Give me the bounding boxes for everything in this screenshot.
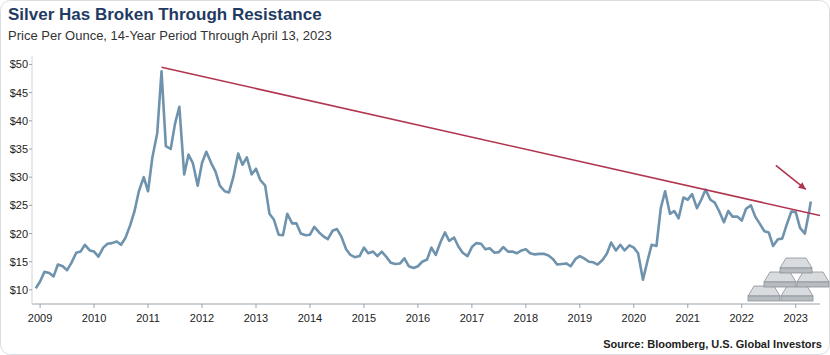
- x-tick-label: 2021: [676, 312, 700, 324]
- silver-bar-side: [780, 268, 812, 273]
- x-tick-label: 2020: [622, 312, 646, 324]
- silver-bar: [780, 258, 812, 268]
- x-tick-label: 2015: [352, 312, 376, 324]
- silver-bar-side: [797, 282, 829, 287]
- x-tick: [525, 304, 526, 308]
- silver-bar-side: [748, 296, 780, 301]
- y-tick-label: $50: [10, 58, 28, 70]
- x-tick-label: 2016: [406, 312, 430, 324]
- y-tick: [29, 261, 32, 262]
- subtitle: Price Per Ounce, 14-Year Period Through …: [8, 28, 332, 43]
- y-tick-label: $40: [10, 115, 28, 127]
- x-tick: [202, 304, 203, 308]
- silver-bar: [764, 272, 796, 282]
- x-tick: [687, 304, 688, 308]
- x-tick-label: 2023: [783, 312, 807, 324]
- y-tick: [29, 177, 32, 178]
- x-tick-label: 2022: [729, 312, 753, 324]
- x-tick-label: 2009: [28, 312, 52, 324]
- x-tick-label: 2013: [244, 312, 268, 324]
- x-tick: [255, 304, 256, 308]
- x-tick: [363, 304, 364, 308]
- y-tick-label: $20: [10, 228, 28, 240]
- source: Source: Bloomberg, U.S. Global Investors: [603, 338, 822, 350]
- x-tick-label: 2011: [136, 312, 160, 324]
- arrow-head: [798, 182, 806, 189]
- x-tick: [795, 304, 796, 308]
- y-tick: [29, 64, 32, 65]
- chart: Silver Has Broken Through Resistance Pric…: [0, 0, 830, 355]
- silver-bar-side: [781, 296, 813, 301]
- x-tick: [471, 304, 472, 308]
- resistance-line: [162, 67, 820, 215]
- y-tick-label: $45: [10, 87, 28, 99]
- card-border: [1, 1, 830, 355]
- x-tick: [741, 304, 742, 308]
- x-tick-label: 2012: [190, 312, 214, 324]
- x-tick-label: 2014: [298, 312, 322, 324]
- x-tick-label: 2010: [82, 312, 106, 324]
- y-tick-label: $25: [10, 199, 28, 211]
- x-tick: [309, 304, 310, 308]
- silver-bar: [748, 286, 780, 296]
- x-tick: [633, 304, 634, 308]
- x-tick: [40, 304, 41, 308]
- x-tick: [148, 304, 149, 308]
- price-line: [36, 71, 811, 288]
- title: Silver Has Broken Through Resistance: [8, 5, 322, 24]
- y-tick-label: $35: [10, 143, 28, 155]
- x-tick: [417, 304, 418, 308]
- x-tick-label: 2017: [460, 312, 484, 324]
- arrow-shaft: [776, 165, 806, 189]
- silver-bar: [781, 286, 813, 296]
- y-tick: [29, 149, 32, 150]
- x-tick: [579, 304, 580, 308]
- y-tick-label: $15: [10, 256, 28, 268]
- y-tick: [29, 289, 32, 290]
- y-tick: [29, 233, 32, 234]
- y-axis: [32, 56, 33, 304]
- x-tick-label: 2018: [514, 312, 538, 324]
- silver-bar-side: [764, 282, 796, 287]
- silver-bar: [797, 272, 829, 282]
- x-tick: [94, 304, 95, 308]
- x-tick-label: 2019: [568, 312, 592, 324]
- x-axis: [32, 304, 820, 305]
- plot-area: [36, 67, 820, 288]
- y-tick-label: $30: [10, 171, 28, 183]
- y-tick: [29, 120, 32, 121]
- y-tick-label: $10: [10, 284, 28, 296]
- silver-bars-icon: [748, 258, 829, 301]
- y-tick: [29, 205, 32, 206]
- y-tick: [29, 92, 32, 93]
